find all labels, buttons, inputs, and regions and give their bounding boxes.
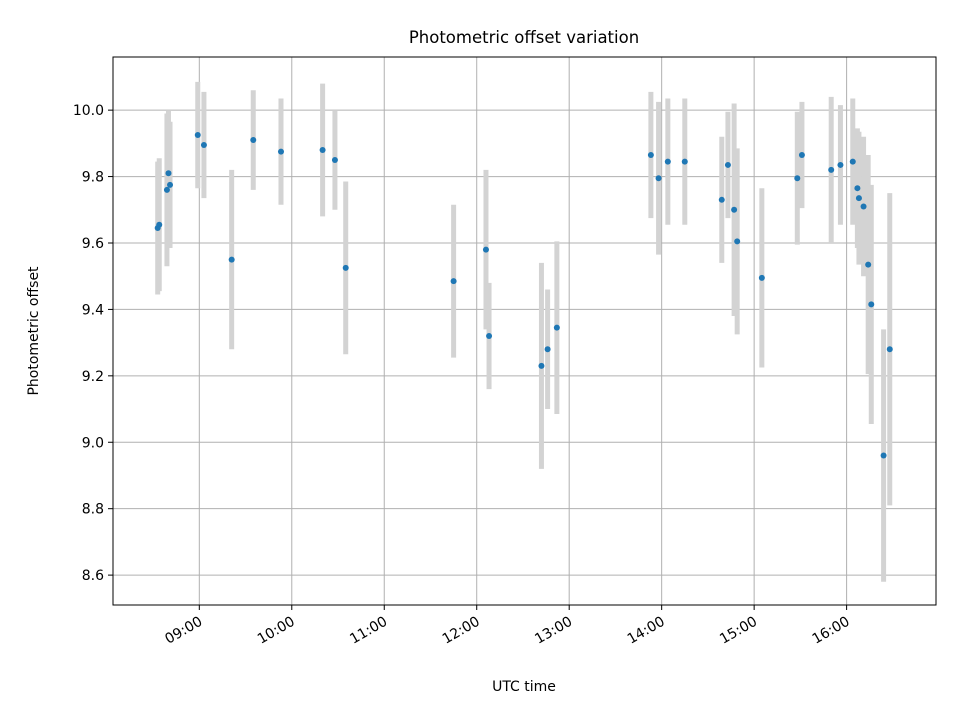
data-point <box>194 132 201 139</box>
data-point <box>200 142 207 149</box>
data-point <box>855 195 862 202</box>
data-point <box>538 362 545 369</box>
data-point <box>758 274 765 281</box>
chart-title: Photometric offset variation <box>409 28 639 47</box>
data-point <box>718 196 725 203</box>
y-tick-label: 8.6 <box>82 568 104 584</box>
x-tick-label: 13:00 <box>532 614 575 648</box>
data-point <box>342 264 349 271</box>
data-point <box>794 175 801 182</box>
data-point <box>544 346 551 353</box>
x-tick-label: 15:00 <box>717 614 760 648</box>
data-point <box>849 158 856 165</box>
data-point <box>167 181 174 188</box>
y-tick-label: 9.6 <box>82 236 104 252</box>
data-point <box>868 301 875 308</box>
x-tick-label: 12:00 <box>440 614 483 648</box>
x-axis-ticks: 09:00 10:00 11:00 12:00 13:00 14:00 15:00 16:00 <box>162 605 853 648</box>
data-point <box>655 175 662 182</box>
data-point <box>798 151 805 158</box>
data-point <box>860 203 867 210</box>
x-tick-label: 10:00 <box>255 614 298 648</box>
data-point <box>731 206 738 213</box>
data-point <box>165 170 172 177</box>
y-tick-label: 8.8 <box>82 502 104 518</box>
data-point <box>163 186 170 193</box>
data-point <box>331 156 338 163</box>
data-point <box>886 346 893 353</box>
y-tick-label: 9.0 <box>82 435 104 451</box>
y-axis-ticks: 8.6 8.8 9.0 9.2 9.4 9.6 9.8 10.0 <box>73 103 113 584</box>
data-point <box>854 185 861 192</box>
x-tick-label: 16:00 <box>810 614 853 648</box>
data-points <box>154 132 893 459</box>
y-tick-label: 9.8 <box>82 170 104 186</box>
data-point <box>450 278 457 285</box>
y-tick-label: 9.2 <box>82 369 104 385</box>
data-point <box>250 137 257 144</box>
data-point <box>647 151 654 158</box>
data-point <box>277 148 284 155</box>
y-tick-label: 10.0 <box>73 103 104 119</box>
data-point <box>482 246 489 253</box>
data-point <box>486 332 493 339</box>
x-tick-label: 09:00 <box>162 614 205 648</box>
data-point <box>828 166 835 173</box>
data-point <box>319 146 326 153</box>
data-point <box>156 221 163 228</box>
data-point <box>724 161 731 168</box>
plot-frame <box>112 56 937 606</box>
data-point <box>664 158 671 165</box>
data-point <box>865 261 872 268</box>
data-point <box>553 324 560 331</box>
data-point <box>734 238 741 245</box>
data-point <box>837 161 844 168</box>
x-tick-label: 14:00 <box>625 614 668 648</box>
data-point <box>228 256 235 263</box>
y-axis-label: Photometric offset <box>26 266 42 396</box>
data-point <box>880 452 887 459</box>
x-axis-label: UTC time <box>492 679 556 695</box>
x-tick-label: 11:00 <box>347 614 390 648</box>
data-point <box>681 158 688 165</box>
grid <box>113 57 936 605</box>
y-tick-label: 9.4 <box>82 302 104 318</box>
error-bars <box>155 81 893 582</box>
